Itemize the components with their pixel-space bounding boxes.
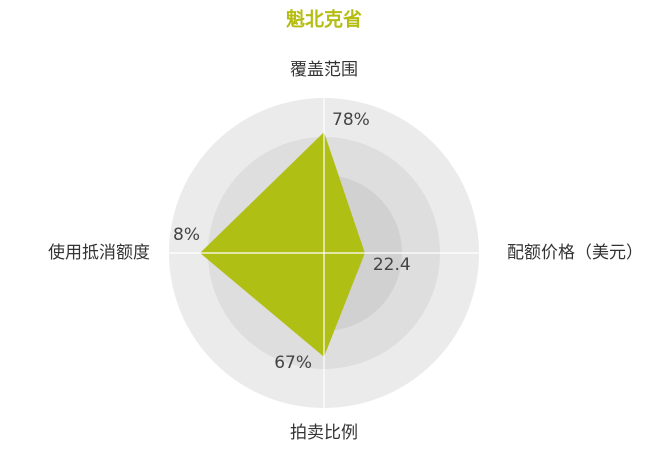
- value-label: 67%: [274, 353, 312, 373]
- value-label: 8%: [173, 225, 200, 245]
- value-label: 22.4: [373, 255, 411, 275]
- axis-label: 覆盖范围: [290, 60, 358, 80]
- axis-label: 配额价格（美元）: [507, 243, 643, 263]
- value-label: 78%: [332, 110, 370, 130]
- axis-label: 拍卖比例: [290, 423, 358, 443]
- axis-label: 使用抵消额度: [48, 242, 150, 263]
- chart-title: 魁北克省: [286, 8, 362, 31]
